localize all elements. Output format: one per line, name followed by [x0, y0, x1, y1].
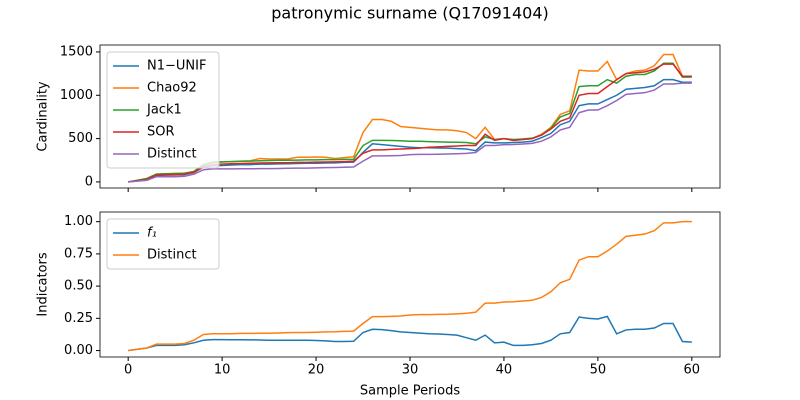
axes-frame	[99, 211, 721, 358]
x-tick-label: 20	[308, 363, 325, 378]
series-line	[128, 63, 692, 183]
legend-label: f₁	[147, 226, 157, 241]
x-tick-label: 50	[590, 363, 607, 378]
x-axis-label: Sample Periods	[360, 384, 460, 399]
legend-label: Distinct	[147, 147, 197, 162]
y-tick-label: 0.25	[64, 311, 93, 326]
y-axis-label: Indicators	[36, 252, 51, 316]
y-tick-label: 1.00	[64, 214, 93, 229]
y-tick-label: 1500	[60, 44, 93, 59]
x-tick-label: 30	[402, 363, 419, 378]
x-tick-label: 10	[214, 363, 231, 378]
series-line	[128, 62, 692, 183]
y-tick-label: 1000	[60, 88, 93, 103]
x-tick-label: 0	[124, 363, 132, 378]
y-axis-label: Cardinality	[36, 81, 51, 152]
series-line	[128, 220, 692, 352]
legend-label: Distinct	[147, 248, 197, 263]
legend-label: Jack1	[146, 103, 182, 118]
legend-box	[106, 218, 220, 270]
x-tick-label: 60	[684, 363, 701, 378]
y-tick-label: 0.50	[64, 279, 93, 294]
legend-label: N1−UNIF	[147, 59, 206, 74]
legend-label: Chao92	[147, 81, 197, 96]
y-tick-label: 0	[85, 174, 93, 189]
legend-box	[106, 51, 220, 169]
series-line	[128, 315, 692, 352]
figure-title: patronymic surname (Q17091404)	[271, 4, 549, 23]
x-tick-label: 40	[496, 363, 513, 378]
y-tick-label: 0.75	[64, 246, 93, 261]
y-tick-label: 0.00	[64, 343, 93, 358]
series-line	[128, 78, 692, 183]
series-line	[128, 82, 692, 183]
axes-frame	[99, 44, 721, 189]
y-tick-label: 500	[68, 131, 93, 146]
legend-label: SOR	[147, 125, 175, 140]
